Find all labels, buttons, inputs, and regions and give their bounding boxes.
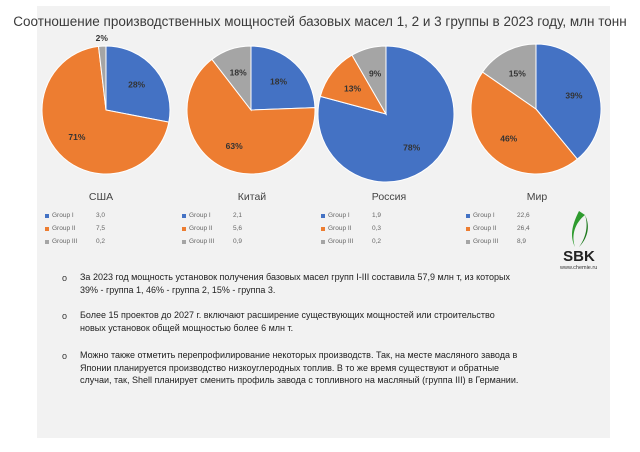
bullet-marker: o bbox=[62, 351, 68, 361]
pie-percent-label: 13% bbox=[344, 83, 361, 93]
bullet-text: Более 15 проектов до 2027 г. включают ра… bbox=[80, 310, 495, 333]
legend-swatch bbox=[182, 240, 186, 244]
legend-value: 0,9 bbox=[233, 238, 243, 245]
pie-slice-group-ii bbox=[186, 58, 316, 175]
legend-swatch bbox=[182, 214, 186, 218]
chart-title-russia: Россия bbox=[371, 191, 407, 203]
pie-percent-label: 15% bbox=[509, 68, 526, 78]
legend-swatch bbox=[466, 240, 470, 244]
pie-slice-group-i bbox=[250, 45, 316, 111]
pie-percent-label: 71% bbox=[68, 132, 85, 142]
sbk-logo: SBK bbox=[555, 205, 603, 265]
legend-label: Group III bbox=[328, 238, 354, 245]
legend-label: Group II bbox=[473, 225, 497, 232]
pie-percent-label: 28% bbox=[128, 80, 145, 90]
bullet-marker: o bbox=[62, 311, 68, 321]
legend-value: 1,9 bbox=[372, 212, 382, 219]
pie-charts: 28% 71% 2% 18% 63% 18% 78% 13% 9% 39% 46% 15% bbox=[41, 33, 602, 183]
legend-value: 8,9 bbox=[517, 238, 527, 245]
pie-percent-label: 78% bbox=[403, 142, 420, 152]
legend-label: Group I bbox=[328, 212, 350, 219]
legend-label: Group II bbox=[189, 225, 213, 232]
pie-percent-label: 9% bbox=[369, 68, 382, 78]
bullet-marker: o bbox=[62, 273, 68, 283]
legend-swatch bbox=[45, 214, 49, 218]
bullet-text: Можно также отметить перепрофилирование … bbox=[80, 350, 519, 385]
pie-percent-label: 46% bbox=[500, 134, 517, 144]
legend-swatch bbox=[466, 214, 470, 218]
legend-swatch bbox=[45, 227, 49, 231]
legend-swatch bbox=[466, 227, 470, 231]
legend-value: 0,2 bbox=[372, 238, 382, 245]
legend-label: Group I bbox=[473, 212, 495, 219]
legend-value: 0,2 bbox=[96, 238, 106, 245]
legend-label: Group III bbox=[473, 238, 499, 245]
pie-percent-label: 39% bbox=[565, 90, 582, 100]
legend-label: Group II bbox=[52, 225, 76, 232]
legend-label: Group III bbox=[189, 238, 215, 245]
legend-swatch bbox=[321, 214, 325, 218]
legend-value: 3,0 bbox=[96, 212, 106, 219]
pie-percent-label: 63% bbox=[226, 141, 243, 151]
pie-percent-label: 18% bbox=[270, 76, 287, 86]
bullet-text: За 2023 год мощность установок получения… bbox=[80, 272, 510, 295]
pie-percent-label: 18% bbox=[230, 67, 247, 77]
chart-title-china: Китай bbox=[237, 191, 267, 203]
chart-title-world: Мир bbox=[526, 191, 548, 203]
pie-slice-group-ii bbox=[470, 71, 579, 175]
legend-value: 5,6 bbox=[233, 225, 243, 232]
legend-value: 0,3 bbox=[372, 225, 382, 232]
legend-swatch bbox=[45, 240, 49, 244]
slide-title: Соотношение производственных мощностей б… bbox=[13, 14, 627, 29]
pie-slice-group-iii bbox=[481, 43, 537, 110]
pie-slice-group-ii bbox=[41, 45, 170, 175]
pie-slice-group-i bbox=[535, 43, 602, 160]
legend-label: Group I bbox=[52, 212, 74, 219]
pie-slice-group-iii bbox=[351, 45, 387, 116]
legend-value: 7,5 bbox=[96, 225, 106, 232]
logo-url: www.chemie.ru bbox=[560, 265, 598, 271]
pie-slice-group-iii bbox=[211, 45, 252, 112]
legend-swatch bbox=[321, 240, 325, 244]
legend-value: 2,1 bbox=[233, 212, 243, 219]
pie-percent-label: 2% bbox=[96, 33, 109, 43]
pie-slice-group-i bbox=[105, 45, 171, 123]
legend-value: 26,4 bbox=[517, 225, 530, 232]
pie-slice-group-iii bbox=[97, 45, 107, 111]
legend-label: Group II bbox=[328, 225, 352, 232]
legend-swatch bbox=[321, 227, 325, 231]
legend-label: Group III bbox=[52, 238, 78, 245]
legend-value: 22,6 bbox=[517, 212, 530, 219]
logo-text: SBK bbox=[563, 248, 595, 265]
chart-title-usa: США bbox=[88, 191, 114, 203]
legend-swatch bbox=[182, 227, 186, 231]
legend-label: Group I bbox=[189, 212, 211, 219]
